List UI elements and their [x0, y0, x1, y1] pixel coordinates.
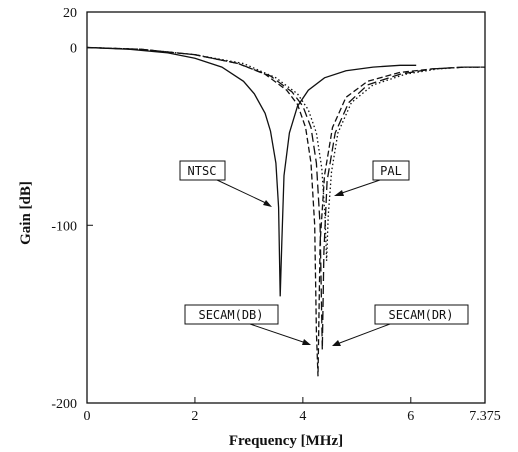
- plot-lines: [86, 46, 485, 377]
- arrowhead: [334, 190, 344, 196]
- series-line-ntsc: [86, 46, 417, 297]
- annotation-box: [179, 160, 226, 181]
- x-tick-label: 4: [299, 409, 306, 424]
- annotation-arrow: [336, 323, 391, 345]
- plot-frame: [86, 11, 486, 404]
- series-line-secam-dr: [86, 46, 485, 350]
- annotation-pal: PAL: [334, 160, 410, 196]
- x-axis: 0 2 4 6 7.375: [84, 397, 501, 424]
- y-tick-label: -200: [51, 397, 77, 412]
- y-axis: 20 0 -100 -200: [51, 6, 93, 412]
- annotation-secam-dr: SECAM(DR): [332, 304, 469, 346]
- x-tick-label: 7.375: [469, 409, 501, 424]
- arrowhead: [263, 200, 272, 207]
- arrowhead: [332, 340, 341, 346]
- annotation-arrow: [249, 323, 307, 344]
- annotation-label: SECAM(DB): [198, 308, 263, 322]
- y-axis-title: Gain [dB]: [18, 181, 34, 245]
- series-line-secam-db: [86, 46, 485, 377]
- annotation-arrow: [338, 179, 381, 195]
- annotation-box: [372, 160, 410, 181]
- annotation-arrow: [216, 179, 269, 205]
- x-axis-title: Frequency [MHz]: [229, 433, 343, 449]
- x-tick-label: 6: [407, 409, 414, 424]
- annotation-label: NTSC: [188, 164, 217, 178]
- annotation-label: SECAM(DR): [388, 308, 453, 322]
- annotation-box: [374, 304, 469, 325]
- x-tick-label: 2: [191, 409, 198, 424]
- y-tick-label: -100: [51, 219, 77, 234]
- arrowhead: [302, 339, 311, 345]
- series-line-pal: [86, 46, 485, 261]
- annotation-label: PAL: [380, 164, 402, 178]
- y-tick-label: 0: [70, 42, 77, 57]
- annotation-ntsc: NTSC: [179, 160, 272, 207]
- y-tick-label: 20: [63, 6, 77, 21]
- annotation-secam-db: SECAM(DB): [184, 304, 311, 345]
- x-tick-label: 0: [84, 409, 91, 424]
- annotation-box: [184, 304, 279, 325]
